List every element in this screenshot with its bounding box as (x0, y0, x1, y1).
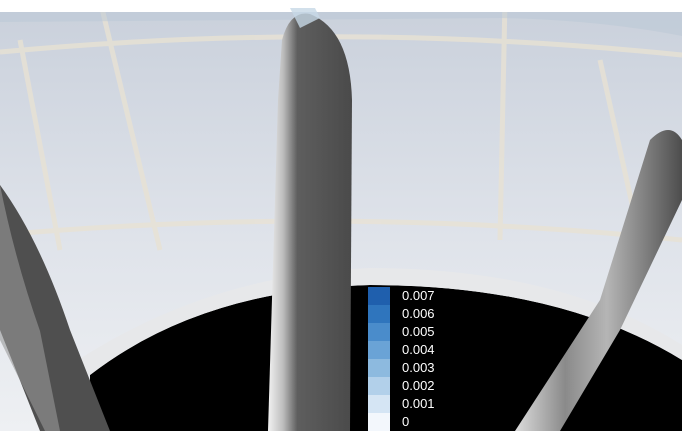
legend-label: 0.002 (402, 378, 435, 393)
legend-swatch (368, 305, 390, 323)
contour-legend: 0.007 0.006 0.005 0.004 0.003 0.002 0.00… (368, 287, 448, 431)
right-blade (515, 130, 682, 431)
legend-entry: 0.001 (368, 395, 448, 413)
legend-entry: 0.004 (368, 341, 448, 359)
legend-label: 0.003 (402, 360, 435, 375)
legend-entry: 0.002 (368, 377, 448, 395)
legend-entry: 0.006 (368, 305, 448, 323)
legend-entry: 0.005 (368, 323, 448, 341)
legend-label: 0.006 (402, 306, 435, 321)
legend-swatch (368, 287, 390, 305)
center-blade (268, 13, 352, 431)
legend-swatch (368, 395, 390, 413)
legend-swatch (368, 341, 390, 359)
legend-swatch (368, 323, 390, 341)
legend-label: 0.004 (402, 342, 435, 357)
legend-label: 0.005 (402, 324, 435, 339)
legend-swatch (368, 359, 390, 377)
legend-label: 0 (402, 414, 410, 429)
legend-entry: 0.007 (368, 287, 448, 305)
legend-swatch (368, 413, 390, 431)
legend-label: 0.001 (402, 396, 435, 411)
legend-entry: 0 (368, 413, 448, 431)
legend-label: 0.007 (402, 288, 435, 303)
legend-swatch (368, 377, 390, 395)
legend-entry: 0.003 (368, 359, 448, 377)
